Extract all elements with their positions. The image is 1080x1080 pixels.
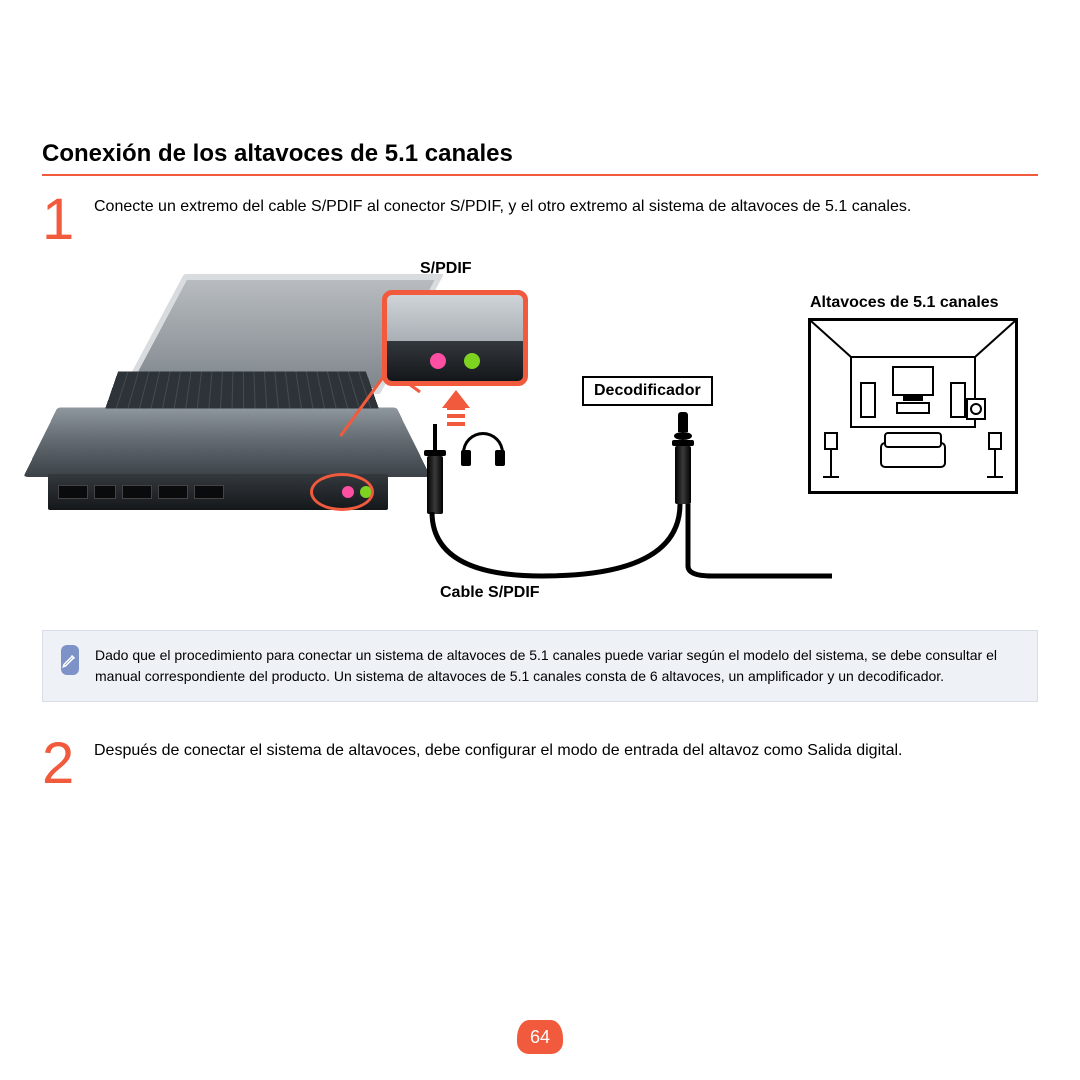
zoom-inset [382, 290, 528, 386]
step-1-text: Conecte un extremo del cable S/PDIF al c… [94, 194, 911, 218]
step-2-number: 2 [42, 738, 80, 790]
step-1-number: 1 [42, 194, 80, 246]
pencil-note-icon [61, 645, 79, 675]
step-2: 2 Después de conectar el sistema de alta… [42, 738, 1038, 790]
step-2-text: Después de conectar el sistema de altavo… [94, 738, 902, 762]
page-number-badge: 64 [517, 1020, 563, 1054]
connection-diagram: S/PDIF Altavoces de 5.1 canales [42, 256, 1038, 616]
label-decoder: Decodificador [582, 376, 713, 406]
info-note: Dado que el procedimiento para conectar … [42, 630, 1038, 702]
step-1: 1 Conecte un extremo del cable S/PDIF al… [42, 194, 1038, 246]
arrow-stem-icon [447, 406, 465, 426]
section-heading: Conexión de los altavoces de 5.1 canales [42, 140, 1038, 176]
info-note-text: Dado que el procedimiento para conectar … [95, 645, 1019, 687]
speaker-room-illustration [808, 318, 1018, 494]
callout-ring-icon [310, 473, 374, 511]
cable-path-icon [392, 426, 832, 586]
label-cable: Cable S/PDIF [440, 584, 540, 602]
label-speakers: Altavoces de 5.1 canales [810, 294, 999, 312]
